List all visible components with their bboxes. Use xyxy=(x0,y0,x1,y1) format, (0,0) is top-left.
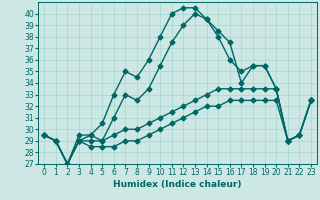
X-axis label: Humidex (Indice chaleur): Humidex (Indice chaleur) xyxy=(113,180,242,189)
